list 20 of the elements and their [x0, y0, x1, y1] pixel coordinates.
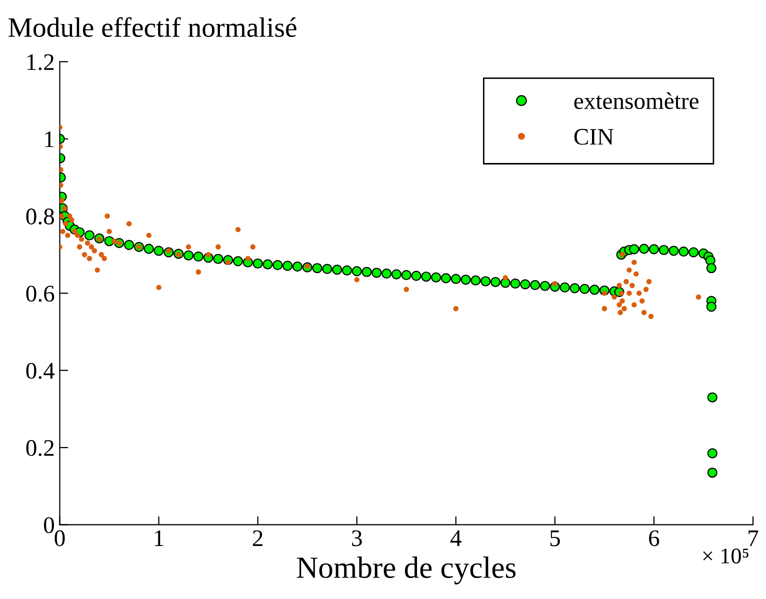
y-tick-label: 0 [44, 517, 54, 534]
y-tick-label: 0.6 [26, 286, 54, 302]
y-tick-label: 0.8 [26, 208, 54, 225]
y-tick-label: 1 [45, 131, 54, 148]
chart-title: Module effectif normalisé [8, 17, 296, 37]
x-tick-label: 5 [550, 530, 560, 546]
text: × 10⁵ [703, 548, 748, 564]
x-tick-label: 0 [54, 530, 65, 546]
x-tick-label: 2 [252, 530, 262, 546]
y-tick-label: 0.4 [26, 362, 55, 379]
x-axis-title: Nombre de cycles [296, 556, 516, 584]
x-tick-label: 1 [154, 530, 164, 546]
x-tick-label: 6 [649, 530, 660, 546]
y-tick-label: 0.2 [26, 440, 54, 456]
legend-label: extensomètre [574, 92, 698, 110]
y-tick-label: 1.2 [27, 54, 54, 70]
x-tick-label: 7 [748, 530, 758, 546]
x-tick-label: 4 [450, 530, 462, 546]
x-tick-label: 3 [352, 530, 362, 546]
legend-label: CIN [574, 128, 614, 145]
